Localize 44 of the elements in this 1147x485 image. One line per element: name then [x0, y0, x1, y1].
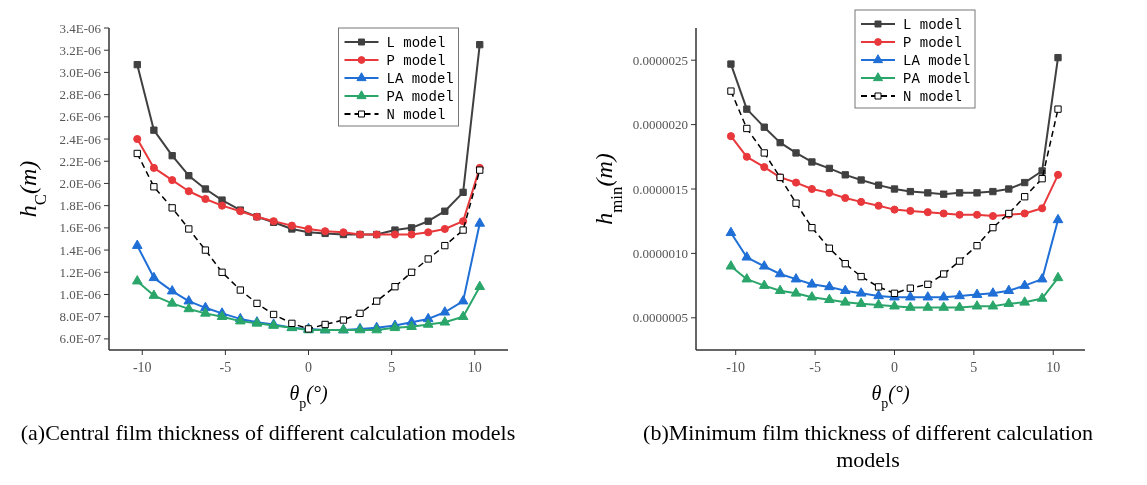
text: (a)Central film thickness of different calculation models	[20, 420, 516, 445]
x-tick-label: 5	[970, 360, 978, 375]
y-tick-label: 0.0000010	[632, 245, 688, 261]
x-tick-label: 10	[1046, 360, 1061, 375]
y-tick-label: 2.6E-06	[59, 109, 102, 125]
legend-label: LA model	[386, 70, 454, 87]
legend-label: LA model	[903, 52, 971, 69]
legend-label: PA model	[386, 88, 454, 105]
text: (b)Minimum film thickness of different calculation models	[643, 420, 1093, 472]
x-axis-title: θ$_{p}$(°)	[289, 382, 328, 411]
x-tick-label: -5	[809, 360, 821, 375]
y-tick-label: 1.4E-06	[59, 242, 102, 258]
y-tick-label: 0.0000015	[632, 181, 688, 197]
y-tick-label: 0.0000025	[632, 52, 688, 68]
x-tick-label: 0	[890, 360, 898, 375]
y-tick-label: 1.8E-06	[59, 198, 102, 214]
legend-label: L model	[386, 34, 446, 51]
y-tick-label: 1.0E-06	[59, 287, 102, 303]
y-tick-label: 3.2E-06	[59, 42, 102, 58]
y-tick-label: 6.0E-07	[59, 331, 102, 347]
legend-label: N model	[903, 88, 962, 105]
y-tick-label: 0.0000020	[632, 117, 688, 133]
y-tick-label: 3.0E-06	[59, 64, 102, 80]
x-axis-title: θ$_{p}$(°)	[871, 382, 910, 411]
legend-label: P model	[903, 34, 962, 51]
x-tick-label: -5	[219, 360, 232, 375]
y-tick-label: 1.6E-06	[59, 220, 102, 236]
y-tick-label: 2.2E-06	[59, 153, 102, 169]
x-tick-label: 5	[388, 360, 396, 375]
y-tick-label: 0.0000005	[632, 310, 688, 326]
y-tick-label: 2.8E-06	[59, 87, 102, 103]
y-tick-label: 8.0E-07	[59, 309, 102, 325]
x-tick-label: 10	[467, 360, 482, 375]
y-tick-label: 2.0E-06	[59, 176, 102, 191]
y-tick-label: 3.4E-06	[59, 20, 102, 36]
y-tick-label: 1.2E-06	[59, 264, 102, 280]
legend-label: L model	[903, 16, 962, 33]
legend-label: PA model	[903, 70, 971, 87]
x-tick-label: 0	[305, 360, 312, 375]
y-tick-label: 2.4E-06	[59, 131, 102, 147]
x-tick-label: -10	[132, 360, 152, 375]
legend-label: P model	[386, 52, 446, 69]
x-tick-label: -10	[726, 360, 746, 375]
legend-label: N model	[386, 106, 446, 123]
